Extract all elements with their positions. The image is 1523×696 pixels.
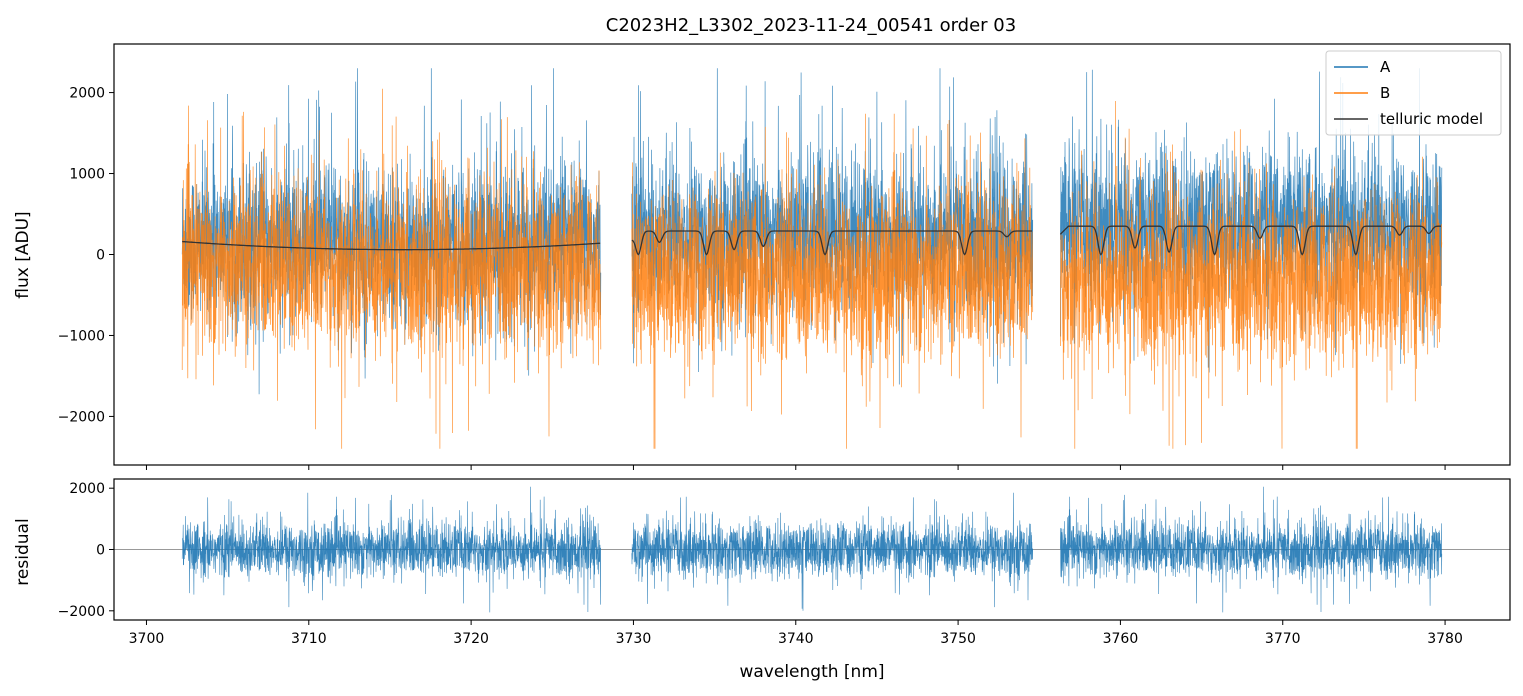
x-tick-label: 3700	[129, 631, 165, 647]
legend-label-a: A	[1380, 58, 1391, 76]
x-tick-label: 3760	[1103, 631, 1139, 647]
x-tick-label: 3720	[453, 631, 489, 647]
spectrum-x-ticks	[145, 465, 1446, 470]
spectrum-panel: −2000 −1000 0 1000 2000 flux [ADU] A B tellu…	[13, 43, 1511, 470]
series-residual-segment-3	[1060, 486, 1443, 613]
spectrum-y-axis-label: flux [ADU]	[13, 211, 33, 298]
legend-label-b: B	[1380, 84, 1390, 102]
chart-title: C2023H2_L3302_2023-11-24_00541 order 03	[606, 15, 1016, 36]
spectrum-plot-area	[181, 68, 1443, 449]
series-residual-segment-2	[631, 492, 1033, 611]
spectrum-y-tick-label: −2000	[58, 409, 105, 425]
spectrum-y-tick-label: −1000	[58, 328, 105, 344]
x-tick-label: 3770	[1265, 631, 1301, 647]
residual-plot-area	[181, 486, 1443, 613]
x-axis-label: wavelength [nm]	[739, 662, 884, 682]
legend: A B telluric model	[1325, 50, 1502, 136]
series-telluric-model-segment-1	[182, 240, 601, 251]
series-b-segment-3	[1060, 100, 1443, 449]
residual-y-tick-label: 0	[96, 543, 105, 559]
series-b-segment-1	[181, 88, 602, 449]
residual-y-tick-label: 2000	[69, 481, 105, 497]
x-tick-label: 3750	[940, 631, 976, 647]
series-a-segment-3	[1060, 68, 1443, 373]
series-telluric-model-segment-3	[1059, 225, 1441, 256]
spectrum-y-tick-label: 1000	[69, 167, 105, 183]
x-tick-label: 3730	[616, 631, 652, 647]
legend-box	[1325, 50, 1502, 136]
residual-y-tick-label: −2000	[58, 604, 105, 620]
spectrum-y-ticks: −2000 −1000 0 1000 2000	[58, 86, 114, 425]
spectrum-y-tick-label: 2000	[69, 86, 105, 102]
x-tick-label: 3780	[1427, 631, 1463, 647]
x-tick-label: 3740	[778, 631, 814, 647]
spectrum-y-tick-label: 0	[96, 248, 105, 264]
residual-y-axis-label: residual	[13, 518, 33, 585]
x-tick-label: 3710	[291, 631, 327, 647]
series-b-segment-2	[631, 113, 1034, 449]
legend-label-telluric: telluric model	[1380, 110, 1483, 128]
residual-y-ticks: −2000 0 2000	[58, 481, 114, 620]
series-telluric-model-segment-2	[631, 230, 1032, 256]
series-a-segment-2	[631, 68, 1034, 385]
series-residual-segment-1	[181, 486, 602, 613]
residual-x-ticks: 3700 3710 3720 3730 3740 3750 3760 3770 3780	[129, 620, 1463, 647]
